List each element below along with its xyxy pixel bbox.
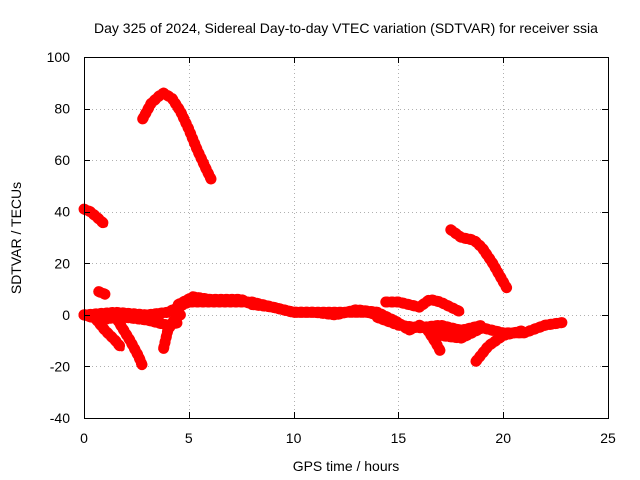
trace-markers-arc-start bbox=[78, 203, 111, 231]
y-tick-label: -40 bbox=[50, 410, 70, 426]
trace-markers-dip-1 bbox=[91, 314, 128, 354]
tick-labels: 0 5 10 15 20 25 -40 -20 0 20 40 60 80 100 bbox=[47, 49, 616, 446]
y-tick-label: 40 bbox=[54, 204, 70, 220]
x-tick-label: 25 bbox=[600, 430, 616, 446]
data-traces bbox=[78, 87, 568, 372]
y-tick-label: 60 bbox=[54, 152, 70, 168]
x-tick-label: 15 bbox=[391, 430, 407, 446]
x-tick-label: 20 bbox=[495, 430, 511, 446]
trace-markers-dip-2 bbox=[112, 314, 149, 372]
chart-title: Day 325 of 2024, Sidereal Day-to-day VTE… bbox=[94, 20, 598, 36]
trace-markers-arc-high bbox=[137, 87, 218, 187]
y-axis-label: SDTVAR / TECUs bbox=[8, 182, 24, 294]
x-tick-label: 5 bbox=[185, 430, 193, 446]
x-tick-label: 0 bbox=[80, 430, 88, 446]
grid-lines bbox=[84, 57, 608, 418]
y-tick-label: 80 bbox=[54, 101, 70, 117]
y-tick-label: 20 bbox=[54, 255, 70, 271]
y-tick-label: 100 bbox=[47, 49, 71, 65]
trace-markers-blip-1 bbox=[93, 286, 111, 300]
trace-markers-late-rise bbox=[470, 324, 530, 367]
trace-markers-dip-3 bbox=[158, 309, 186, 354]
trace-markers-base-upper bbox=[172, 291, 383, 321]
trace-markers-late-dip bbox=[422, 324, 446, 357]
axis-ticks bbox=[84, 57, 609, 419]
trace-markers-arc-late bbox=[445, 224, 513, 295]
x-tick-label: 10 bbox=[286, 430, 302, 446]
plot-frame bbox=[84, 57, 609, 419]
trace-markers-late-upper bbox=[380, 293, 467, 318]
x-axis-label: GPS time / hours bbox=[293, 458, 400, 474]
y-tick-label: -20 bbox=[50, 358, 70, 374]
y-tick-label: 0 bbox=[62, 307, 70, 323]
